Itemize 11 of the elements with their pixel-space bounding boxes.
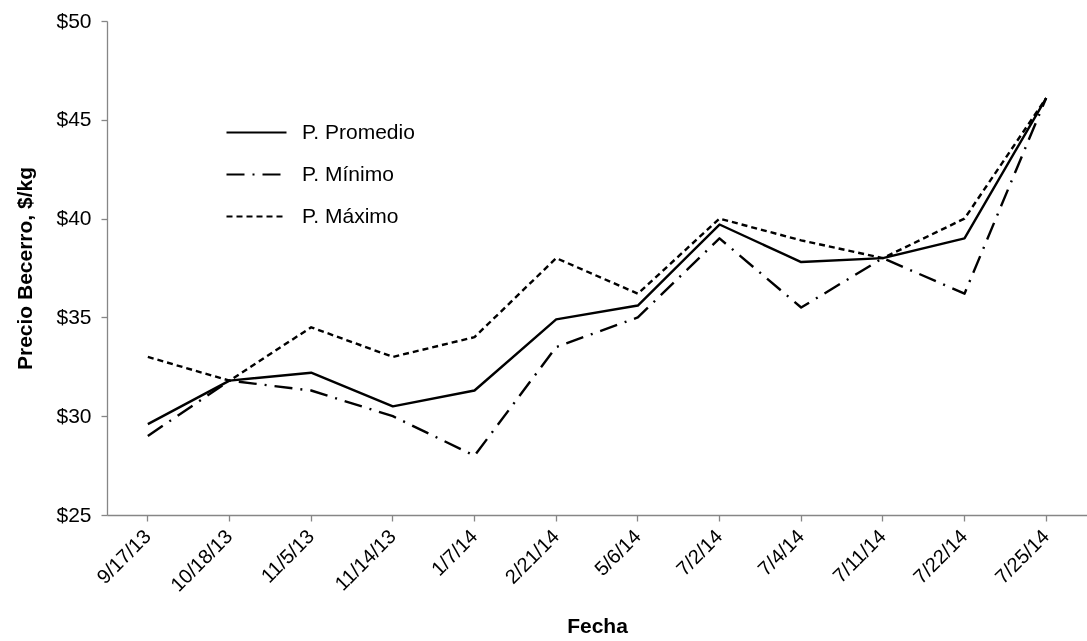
y-tick-label: $45 <box>56 107 92 131</box>
y-axis-title: Precio Becerro, $/kg <box>13 166 37 371</box>
y-tick-label: $25 <box>56 502 92 526</box>
legend-label: P. Promedio <box>302 119 415 143</box>
legend-label: P. Mínimo <box>302 161 394 185</box>
y-tick-label: $40 <box>56 206 92 230</box>
y-tick-label: $30 <box>56 403 92 427</box>
legend-label: P. Máximo <box>302 203 399 227</box>
y-tick-label: $35 <box>56 304 92 328</box>
x-axis-title: Fecha <box>567 613 629 637</box>
y-tick-label: $50 <box>56 8 92 32</box>
